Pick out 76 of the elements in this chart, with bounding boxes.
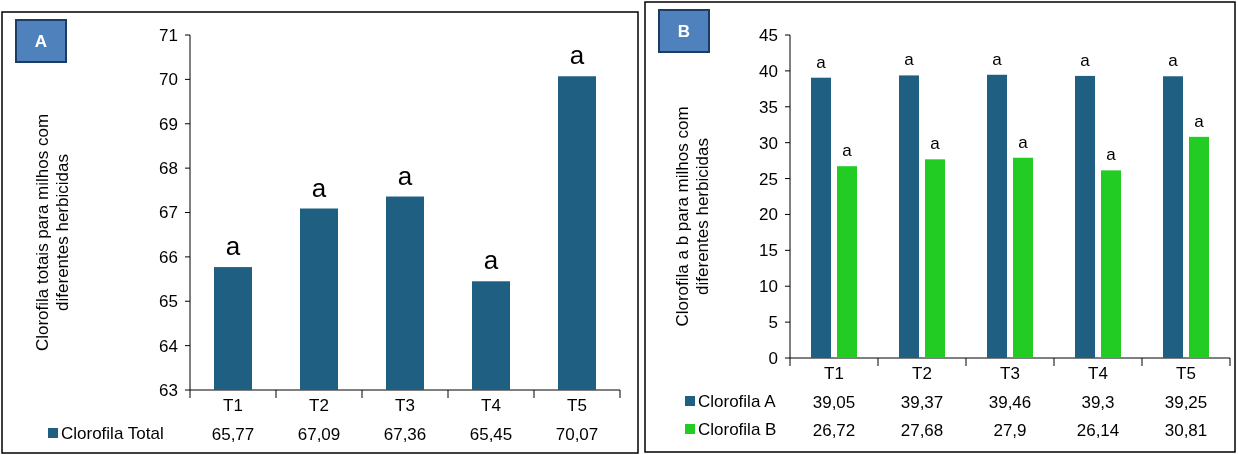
annotation: a	[311, 172, 327, 203]
data-label: 39,3	[1081, 393, 1115, 412]
annotation: a	[1168, 51, 1179, 71]
bar	[1013, 157, 1033, 358]
bar	[1163, 76, 1183, 358]
x-tick-label: T3	[395, 396, 415, 415]
data-label: 26,72	[812, 421, 856, 440]
x-tick-label: T3	[1000, 364, 1020, 383]
data-label: 39,46	[988, 393, 1032, 412]
annotation: a	[225, 231, 241, 262]
data-label: 39,25	[1164, 393, 1208, 412]
x-tick-label: T5	[1176, 364, 1196, 383]
y-tick-label: 20	[759, 205, 778, 225]
bar	[811, 77, 831, 358]
y-tick-label: 65	[159, 292, 178, 312]
bar	[1075, 75, 1095, 358]
y-tick-label: 35	[759, 97, 778, 117]
annotation: a	[1018, 132, 1029, 152]
bar	[925, 159, 945, 358]
annotation: a	[1080, 50, 1091, 70]
annotation: a	[992, 49, 1003, 69]
y-tick-label: 0	[768, 348, 778, 368]
annotation: a	[816, 52, 827, 72]
y-tick-label: 68	[159, 159, 178, 179]
y-tick-label: 5	[768, 313, 778, 333]
bar	[899, 75, 919, 358]
x-tick-label: T5	[567, 396, 587, 415]
x-tick-label: T4	[1088, 364, 1108, 383]
data-label: 30,81	[1164, 421, 1208, 440]
legend-label: Clorofila Total	[61, 424, 164, 444]
data-label: 39,05	[812, 393, 856, 412]
bar	[1189, 136, 1209, 358]
bar	[1101, 170, 1121, 358]
annotation: a	[904, 50, 915, 70]
annotation: a	[1194, 111, 1205, 131]
x-tick-label: T4	[481, 396, 501, 415]
y-tick-label: 30	[759, 133, 778, 153]
data-label: 70,07	[555, 425, 599, 444]
x-tick-label: T2	[309, 396, 329, 415]
y-tick-label: 64	[159, 336, 178, 356]
y-tick-label: 63	[159, 380, 178, 400]
y-tick-label: 25	[759, 169, 778, 189]
data-label: 67,09	[297, 425, 341, 444]
y-tick-label: 69	[159, 114, 178, 134]
y-axis-title: Clorofila totais para milhos com diferentes herbicidas	[33, 113, 72, 352]
y-tick-label: 15	[759, 241, 778, 261]
x-tick-label: T1	[223, 396, 243, 415]
data-label: 65,45	[469, 425, 513, 444]
text: A	[34, 32, 48, 51]
y-tick-label: 67	[159, 203, 178, 223]
legend-label: Clorofila B	[698, 420, 777, 440]
text: B	[677, 22, 691, 41]
data-label: 39,37	[900, 393, 944, 412]
x-tick-label: T2	[912, 364, 932, 383]
annotation: a	[842, 141, 853, 161]
y-tick-label: 66	[159, 247, 178, 267]
legend-label: Clorofila A	[698, 392, 777, 412]
annotation: a	[397, 160, 413, 191]
data-label: 27,68	[900, 421, 944, 440]
y-tick-label: 40	[759, 61, 778, 81]
data-label: 26,14	[1076, 421, 1120, 440]
data-label: 27,9	[993, 421, 1027, 440]
y-tick-label: 45	[759, 25, 778, 45]
annotation: a	[569, 40, 585, 71]
data-label: 67,36	[383, 425, 427, 444]
x-tick-label: T1	[824, 364, 844, 383]
y-tick-label: 10	[759, 277, 778, 297]
y-tick-label: 71	[159, 25, 178, 45]
annotation: a	[483, 245, 499, 276]
data-label: 65,77	[211, 425, 255, 444]
y-tick-label: 70	[159, 70, 178, 90]
annotation: a	[1106, 145, 1117, 165]
annotation: a	[930, 134, 941, 154]
y-axis-title: Clorofila a b para milhos com diferentes herbicidas	[673, 106, 712, 327]
bar	[987, 74, 1007, 358]
bar	[837, 166, 857, 358]
